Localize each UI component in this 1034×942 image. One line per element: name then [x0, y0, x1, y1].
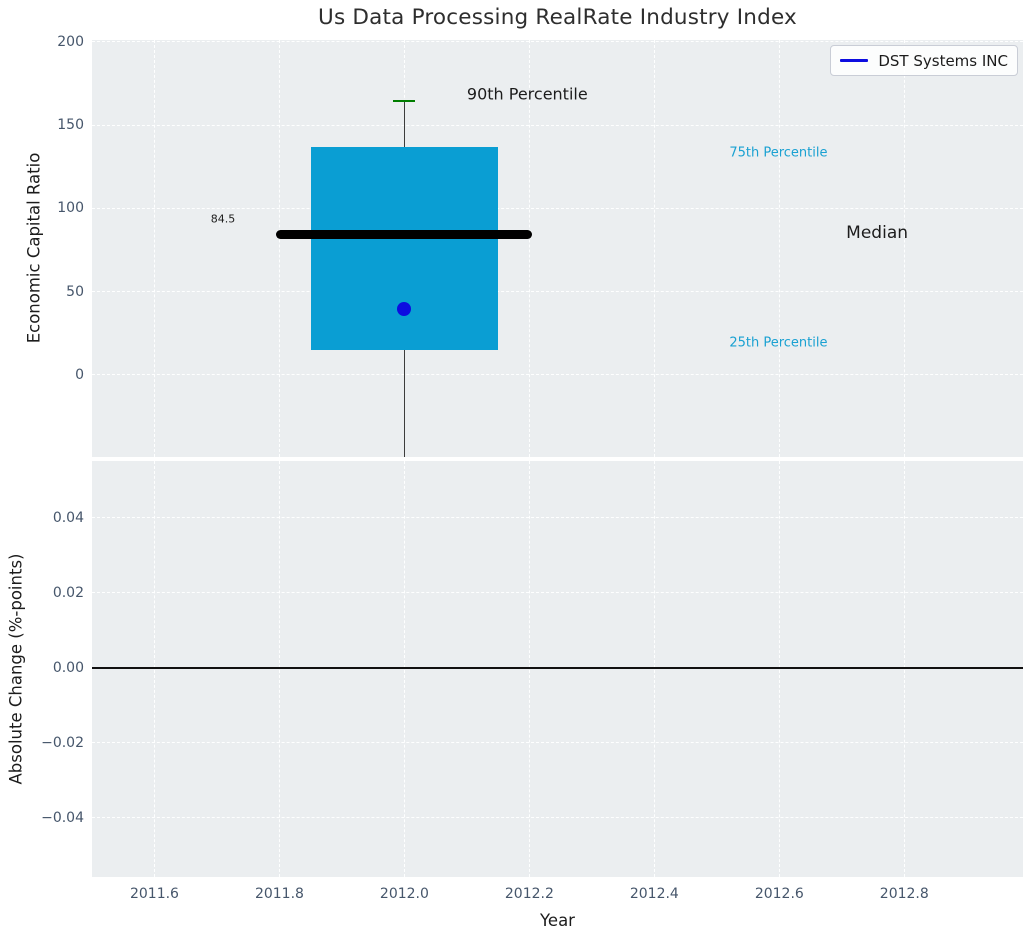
annotation: 25th Percentile	[729, 335, 828, 351]
x-tick-label: 2012.8	[879, 886, 929, 902]
y-gridline	[92, 742, 1023, 744]
x-tick-label: 2012.2	[504, 886, 554, 902]
chart-title: Us Data Processing RealRate Industry Ind…	[318, 5, 797, 30]
annotation: 84.5	[210, 212, 236, 226]
y-tick-label: 0	[75, 366, 84, 383]
company-point	[397, 302, 412, 317]
x-tick-label: 2012.0	[379, 886, 429, 902]
x-tick-label: 2011.6	[129, 886, 179, 902]
annotation: 90th Percentile	[466, 84, 588, 104]
x-gridline	[528, 40, 530, 457]
y-gridline	[92, 517, 1023, 519]
x-gridline	[903, 461, 905, 877]
y-gridline	[92, 374, 1023, 376]
legend-label: DST Systems INC	[878, 51, 1008, 70]
annotation: Median	[846, 222, 909, 243]
y-tick-label: 0.02	[52, 584, 84, 601]
x-gridline	[778, 40, 780, 457]
legend: DST Systems INC	[830, 45, 1018, 76]
bottom-axes	[92, 461, 1023, 877]
iqr-box	[310, 146, 499, 350]
y-tick-label: −0.02	[41, 734, 84, 751]
annotation: 75th Percentile	[729, 145, 828, 161]
x-gridline	[278, 461, 280, 877]
x-tick-label: 2012.4	[629, 886, 679, 902]
p90-cap	[393, 99, 416, 103]
y-gridline	[92, 291, 1023, 293]
y-gridline	[92, 124, 1023, 126]
y-tick-label: 200	[57, 33, 84, 50]
x-gridline	[778, 461, 780, 877]
x-gridline	[528, 461, 530, 877]
x-gridline	[903, 40, 905, 457]
top-y-axis-label: Economic Capital Ratio	[24, 152, 44, 344]
y-tick-label: 50	[66, 283, 84, 300]
x-gridline	[653, 40, 655, 457]
legend-line-swatch	[840, 59, 869, 62]
x-gridline	[653, 461, 655, 877]
x-axis-label: Year	[540, 911, 575, 930]
y-tick-label: −0.04	[41, 809, 84, 826]
x-gridline	[153, 40, 155, 457]
x-gridline	[153, 461, 155, 877]
top-axes: 90th Percentile 75th Percentile Median 25th…	[92, 40, 1023, 457]
y-gridline	[92, 41, 1023, 43]
x-gridline	[278, 40, 280, 457]
y-tick-label: 0.04	[52, 509, 84, 526]
zero-line	[92, 667, 1023, 669]
y-gridline	[92, 592, 1023, 594]
x-tick-label: 2011.8	[254, 886, 304, 902]
x-gridline	[403, 461, 405, 877]
y-gridline	[92, 817, 1023, 819]
y-gridline	[92, 207, 1023, 209]
median-line	[276, 229, 533, 239]
y-tick-label: 150	[57, 117, 84, 134]
y-tick-label: 100	[57, 200, 84, 217]
y-tick-label: 0.00	[52, 659, 84, 676]
x-tick-label: 2012.6	[754, 886, 804, 902]
